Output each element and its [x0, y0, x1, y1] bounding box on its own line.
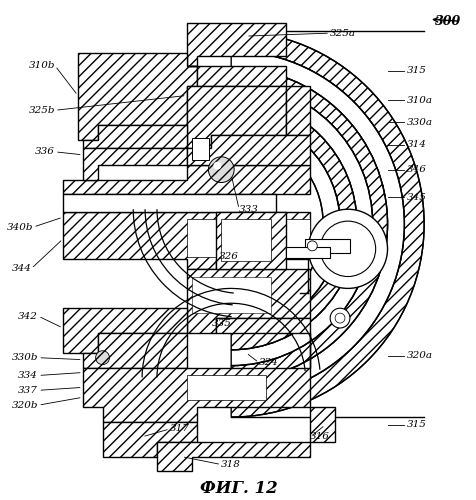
Text: 325a: 325a [330, 28, 356, 38]
Polygon shape [83, 333, 187, 368]
Text: 315: 315 [407, 66, 427, 75]
Circle shape [320, 221, 376, 276]
Bar [187, 376, 266, 400]
Polygon shape [286, 86, 310, 135]
Text: 325b: 325b [29, 106, 55, 115]
Circle shape [335, 313, 345, 323]
Text: 320b: 320b [12, 400, 38, 409]
Polygon shape [63, 308, 187, 352]
Circle shape [307, 241, 317, 251]
Polygon shape [102, 422, 197, 456]
Text: 342: 342 [19, 312, 38, 320]
Text: 344: 344 [11, 264, 31, 273]
Polygon shape [217, 212, 286, 268]
Polygon shape [187, 135, 310, 164]
Wedge shape [231, 115, 340, 333]
Bar [221, 219, 271, 260]
Text: 317: 317 [170, 424, 190, 434]
Text: 330a: 330a [407, 118, 433, 126]
Polygon shape [187, 268, 310, 333]
Text: 335: 335 [211, 318, 231, 328]
Circle shape [96, 351, 109, 364]
Text: 310a: 310a [407, 96, 433, 105]
Circle shape [330, 308, 350, 328]
Wedge shape [231, 31, 424, 417]
Text: ФИГ. 12: ФИГ. 12 [200, 480, 278, 497]
Bar [286, 247, 330, 258]
Circle shape [308, 209, 387, 288]
Text: 340b: 340b [7, 222, 33, 232]
Circle shape [213, 162, 221, 170]
Text: 337: 337 [19, 386, 38, 395]
Text: 300: 300 [435, 14, 461, 28]
Polygon shape [63, 164, 310, 194]
Wedge shape [231, 98, 357, 350]
Polygon shape [310, 407, 335, 442]
Text: 318: 318 [221, 460, 241, 469]
Bar [63, 194, 276, 212]
Polygon shape [78, 53, 197, 140]
Text: 330b: 330b [12, 353, 38, 362]
Wedge shape [231, 68, 387, 380]
Text: 314: 314 [407, 140, 427, 149]
Text: 326: 326 [219, 252, 239, 261]
Text: 333: 333 [239, 204, 259, 214]
Text: 324: 324 [259, 358, 279, 367]
Polygon shape [187, 66, 286, 86]
Polygon shape [83, 125, 187, 148]
Circle shape [208, 157, 234, 182]
Polygon shape [187, 86, 286, 148]
Polygon shape [63, 212, 310, 268]
Polygon shape [187, 23, 286, 66]
Bar [192, 276, 271, 313]
Bar [306, 239, 350, 253]
Text: 316: 316 [310, 432, 330, 442]
Wedge shape [231, 82, 373, 366]
Text: 345: 345 [407, 193, 427, 202]
Text: 315: 315 [407, 420, 427, 430]
Polygon shape [83, 148, 187, 180]
Bar [187, 219, 310, 256]
Text: 310b: 310b [29, 62, 55, 70]
Text: 346: 346 [407, 165, 427, 174]
Polygon shape [157, 442, 310, 472]
Wedge shape [231, 51, 404, 398]
Polygon shape [83, 318, 310, 422]
Text: 336: 336 [35, 148, 55, 156]
Text: 334: 334 [19, 371, 38, 380]
Bar [192, 138, 209, 160]
Text: 320a: 320a [407, 351, 433, 360]
